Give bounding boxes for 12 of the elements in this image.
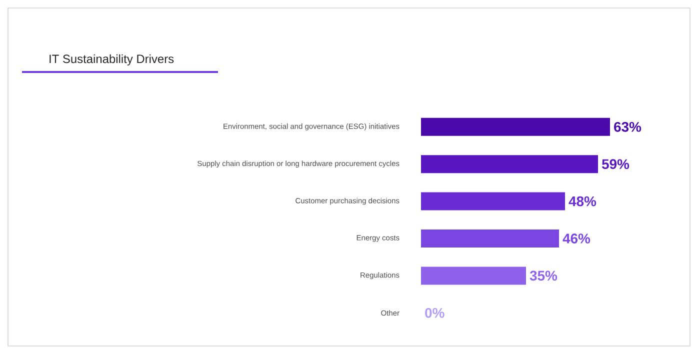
data-label: 59% [602,159,630,170]
data-label: 0% [425,308,444,318]
bar [421,266,526,285]
bar [421,155,598,174]
data-label: 48% [568,196,596,206]
data-label: 46% [562,234,590,244]
text: IT Sustainability Drivers [50,54,174,66]
bar [421,230,560,248]
bar [421,192,566,210]
bar [421,118,610,136]
data-label: 63% [614,122,642,132]
data-label: 35% [530,270,558,281]
